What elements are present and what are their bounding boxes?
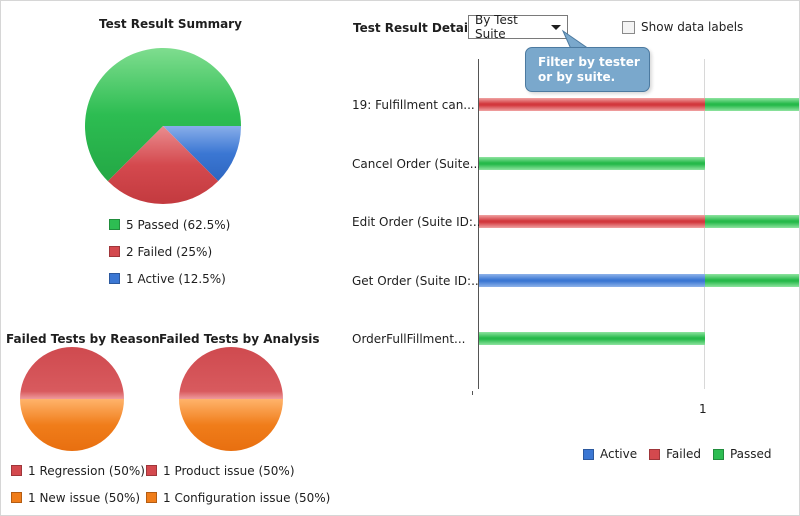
- failed-by-reason-pie[interactable]: [20, 347, 124, 451]
- bar-failed[interactable]: [479, 98, 705, 111]
- slice-regression[interactable]: [20, 347, 124, 399]
- summary-legend: 5 Passed (62.5%) 2 Failed (25%) 1 Active…: [109, 211, 230, 292]
- legend-label: 2 Failed (25%): [126, 244, 213, 259]
- legend-label: 1 Active (12.5%): [126, 271, 226, 286]
- failed-swatch: [109, 246, 120, 257]
- x-axis-tick-label: 1: [699, 402, 707, 416]
- legend-item-product-issue[interactable]: 1 Product issue (50%): [146, 457, 330, 484]
- legend-label: Failed: [666, 447, 701, 461]
- category-label: Get Order (Suite ID:...: [352, 274, 483, 288]
- summary-pie-chart[interactable]: [83, 46, 243, 206]
- failed-by-reason-legend: 1 Regression (50%) 1 New issue (50%): [11, 457, 145, 511]
- failed-by-analysis-legend: 1 Product issue (50%) 1 Configuration is…: [146, 457, 330, 511]
- passed-swatch: [109, 219, 120, 230]
- summary-title: Test Result Summary: [99, 17, 242, 31]
- category-label: Edit Order (Suite ID:...: [352, 215, 485, 229]
- slice-configuration-issue[interactable]: [179, 399, 283, 451]
- legend-label: 5 Passed (62.5%): [126, 217, 231, 232]
- x-axis-origin-tick: [472, 391, 473, 395]
- legend-item-passed[interactable]: Passed: [712, 447, 772, 461]
- active-swatch: [583, 448, 594, 460]
- bar-passed[interactable]: [705, 274, 799, 287]
- details-title: Test Result Details: [353, 21, 480, 35]
- legend-item-configuration-issue[interactable]: 1 Configuration issue (50%): [146, 484, 330, 511]
- configuration-issue-swatch: [146, 492, 157, 503]
- bar-active[interactable]: [479, 274, 705, 287]
- show-data-labels-label: Show data labels: [641, 20, 744, 34]
- product-issue-swatch: [146, 465, 157, 476]
- filter-dropdown[interactable]: By Test Suite: [468, 13, 568, 41]
- active-swatch: [109, 273, 120, 284]
- legend-item-passed[interactable]: 5 Passed (62.5%): [109, 211, 230, 238]
- y-axis-line: [478, 59, 479, 389]
- slice-active[interactable]: [163, 126, 241, 182]
- legend-item-new-issue[interactable]: 1 New issue (50%): [11, 484, 145, 511]
- passed-swatch: [712, 448, 724, 460]
- category-label: OrderFullFillment...: [352, 332, 466, 346]
- regression-swatch: [11, 465, 22, 476]
- bar-failed[interactable]: [479, 215, 705, 228]
- slice-new-issue[interactable]: [20, 399, 124, 451]
- show-data-labels-checkbox[interactable]: [622, 20, 635, 34]
- category-label: 19: Fulfillment can...: [352, 98, 475, 112]
- legend-label: 1 New issue (50%): [28, 490, 141, 505]
- new-issue-swatch: [11, 492, 22, 503]
- legend-label: 1 Configuration issue (50%): [163, 490, 331, 505]
- category-label: Cancel Order (Suite...: [352, 157, 482, 171]
- filter-selected-value: By Test Suite: [475, 13, 518, 41]
- legend-item-active[interactable]: Active: [583, 447, 637, 461]
- slice-product-issue[interactable]: [179, 347, 283, 399]
- legend-item-active[interactable]: 1 Active (12.5%): [109, 265, 230, 292]
- bar-passed[interactable]: [705, 98, 799, 111]
- slice-passed[interactable]: [85, 48, 241, 182]
- legend-label: Active: [600, 447, 638, 461]
- legend-label: 1 Product issue (50%): [163, 463, 295, 478]
- bar-passed[interactable]: [479, 332, 705, 345]
- failed-swatch: [649, 448, 661, 460]
- show-data-labels-toggle[interactable]: Show data labels: [622, 20, 743, 34]
- slice-failed[interactable]: [107, 126, 219, 204]
- legend-item-regression[interactable]: 1 Regression (50%): [11, 457, 145, 484]
- failed-by-reason-title: Failed Tests by Reason: [6, 332, 160, 346]
- tooltip-line-2: or by suite.: [538, 70, 616, 84]
- filter-tooltip: Filter by tester or by suite.: [525, 47, 650, 92]
- details-legend: Active Failed Passed: [583, 447, 772, 461]
- legend-label: Passed: [729, 447, 772, 461]
- bar-passed[interactable]: [705, 215, 799, 228]
- failed-by-analysis-title: Failed Tests by Analysis: [159, 332, 320, 346]
- bar-passed[interactable]: [479, 157, 705, 170]
- legend-item-failed[interactable]: Failed: [649, 447, 701, 461]
- chevron-down-icon: [551, 24, 561, 30]
- tooltip-line-1: Filter by tester: [538, 55, 640, 69]
- legend-item-failed[interactable]: 2 Failed (25%): [109, 238, 230, 265]
- legend-label: 1 Regression (50%): [28, 463, 145, 478]
- failed-by-analysis-pie[interactable]: [179, 347, 283, 451]
